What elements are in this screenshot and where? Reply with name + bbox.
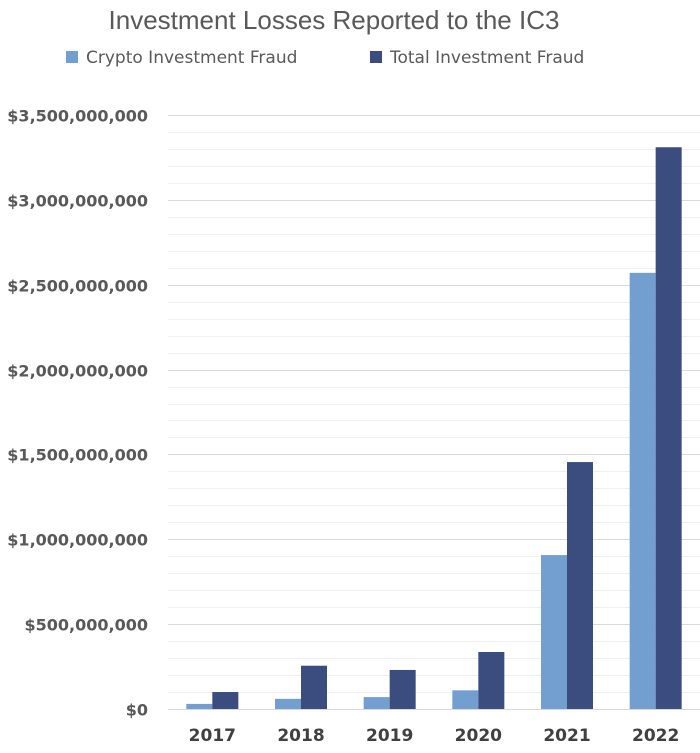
y-tick-label: $1,000,000,000 <box>7 531 148 550</box>
x-tick-label: 2020 <box>455 726 502 746</box>
x-tick-label: 2021 <box>543 726 590 746</box>
legend-swatch-crypto <box>66 51 78 63</box>
bar-total-2022 <box>655 147 682 709</box>
bar-crypto-2018 <box>275 698 301 709</box>
bars <box>186 147 682 709</box>
bar-total-2019 <box>389 669 416 709</box>
x-tick-label: 2022 <box>632 726 679 746</box>
x-axis-tick-labels: 2017 2018 2019 2020 2021 2022 <box>189 726 680 746</box>
y-tick-label: $3,500,000,000 <box>7 107 148 126</box>
legend: Crypto Investment Fraud Total Investment… <box>66 48 584 68</box>
legend-label-crypto: Crypto Investment Fraud <box>86 48 297 68</box>
y-axis-tick-labels: $0 $500,000,000 $1,000,000,000 $1,500,000,0… <box>7 107 148 720</box>
y-tick-label: $1,500,000,000 <box>7 446 148 465</box>
bar-crypto-2017 <box>186 703 213 709</box>
bar-total-2017 <box>212 692 239 709</box>
y-tick-label: $0 <box>126 701 148 720</box>
chart-title: Investment Losses Reported to the IC3 <box>109 5 560 35</box>
bar-crypto-2021 <box>541 555 567 709</box>
bar-crypto-2022 <box>629 272 656 709</box>
gridlines <box>168 115 700 710</box>
legend-item-crypto: Crypto Investment Fraud <box>66 48 297 68</box>
legend-swatch-total <box>370 51 382 63</box>
y-tick-label: $2,500,000,000 <box>7 277 148 296</box>
bar-total-2021 <box>567 462 593 709</box>
legend-label-total: Total Investment Fraud <box>389 48 584 68</box>
y-tick-label: $500,000,000 <box>25 616 148 635</box>
y-tick-label: $3,000,000,000 <box>7 192 148 211</box>
y-tick-label: $2,000,000,000 <box>7 362 148 381</box>
bar-crypto-2019 <box>363 697 390 709</box>
x-tick-label: 2019 <box>366 726 413 746</box>
bar-crypto-2020 <box>452 690 479 709</box>
x-tick-label: 2017 <box>189 726 236 746</box>
x-tick-label: 2018 <box>277 726 324 746</box>
bar-total-2018 <box>301 665 327 709</box>
bar-total-2020 <box>478 651 505 709</box>
legend-item-total: Total Investment Fraud <box>370 48 584 68</box>
